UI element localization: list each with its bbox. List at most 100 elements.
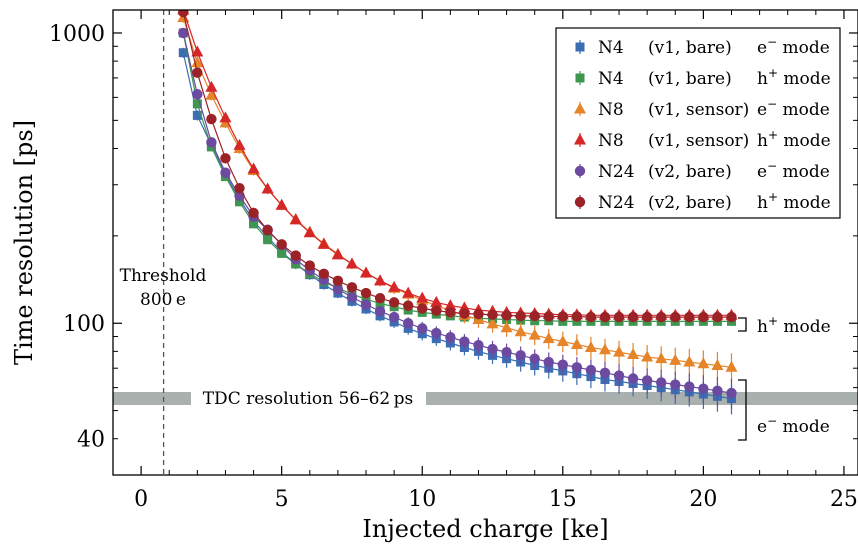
series-1-point (235, 197, 245, 207)
series-3-point (233, 138, 246, 150)
series-5-point (360, 287, 372, 299)
series-5-point (599, 311, 611, 323)
plot-frame (112, 9, 858, 476)
series-2-point (191, 56, 204, 68)
threshold-label-line1: Threshold (120, 266, 207, 286)
legend-mode-sup: − (767, 97, 777, 111)
eminus-bracket (738, 379, 747, 441)
series-4-point (388, 311, 400, 323)
legend-mode-sup: + (768, 66, 778, 80)
series-5-point (304, 260, 315, 271)
series-5-point (726, 311, 737, 323)
legend-entry-5: N24 (v2, bare) h+ mode (574, 190, 831, 213)
legend-version: (v1, bare) (648, 38, 732, 58)
hplus-bracket-label-base: h (757, 317, 768, 337)
series-4-point (206, 137, 217, 148)
series-5-point (656, 311, 667, 323)
legend-mode-letter: e (757, 162, 767, 182)
series-5-point (571, 311, 583, 322)
series-5-point (290, 250, 301, 261)
series-5-point (276, 239, 287, 250)
legend-mode-suffix: mode (777, 162, 830, 182)
legend-mode-sup: − (767, 35, 777, 49)
series-3-point (331, 248, 344, 260)
series-2-point (683, 355, 696, 367)
series-4-point (599, 367, 611, 378)
legend-detector: N8 (598, 131, 624, 151)
legend-detector: N4 (598, 69, 624, 89)
series-5-point (318, 268, 330, 280)
series-5-point (515, 310, 526, 322)
legend-mode-sup: − (767, 159, 777, 173)
series-4-point (402, 318, 414, 329)
series-2-point (725, 360, 738, 372)
legend-entry-3: N8 (v1, sensor) h+ mode (574, 128, 831, 151)
series-3-point (275, 198, 288, 210)
series-4-point (515, 350, 526, 361)
series-3-point (261, 182, 274, 194)
series-5-point (374, 292, 386, 304)
legend-mode-suffix: mode (778, 193, 831, 213)
series-5-point (445, 307, 456, 318)
series-3-point (416, 291, 429, 303)
series-4-point (487, 343, 498, 355)
series-3-point (219, 111, 232, 123)
series-5 (178, 10, 737, 323)
series-2-point (584, 340, 597, 352)
legend-marker (574, 133, 586, 145)
eminus-bracket-label-suffix: mode (777, 417, 830, 437)
series-5-point (487, 309, 498, 320)
series-3-point (289, 213, 302, 225)
series-2-point (486, 317, 499, 329)
legend-entry-0: N4 (v1, bare) e− mode (575, 35, 830, 58)
series-5-point (431, 305, 442, 316)
legend-detector: N8 (598, 100, 624, 120)
series-4-point (417, 323, 428, 334)
legend-mode-letter: e (757, 100, 767, 120)
series-5-point (206, 113, 217, 125)
eminus-bracket-label-base: e (757, 417, 767, 437)
x-tick-label: 10 (408, 487, 436, 512)
series-4-point (571, 362, 583, 373)
series-4-point (360, 299, 372, 310)
series-2-point (570, 337, 583, 349)
legend-mode-letter: h (757, 69, 768, 89)
legend-mode: h+ mode (757, 190, 831, 213)
series-4-point (585, 364, 597, 376)
hplus-bracket-label-suffix: mode (778, 317, 831, 337)
series-4-point (670, 379, 681, 390)
series-5-point (585, 311, 597, 323)
legend-version: (v2, bare) (648, 162, 732, 182)
series-3-point (247, 162, 260, 174)
legend-mode-suffix: mode (777, 38, 830, 58)
series-2-point (542, 332, 555, 344)
series-5-point (346, 282, 358, 293)
series-5-point (684, 311, 695, 323)
series-5-line (182, 11, 732, 318)
series-5-point (529, 310, 540, 322)
series-0-point (178, 48, 188, 58)
legend-mode: e− mode (757, 159, 830, 182)
series-5-point (234, 182, 245, 194)
series-5-point (698, 311, 709, 323)
series-4-point (501, 346, 512, 358)
series-1-point (249, 219, 259, 229)
series-4-point (445, 332, 456, 343)
series-4-point (220, 167, 231, 178)
series-2-point (556, 335, 569, 347)
legend-detector: N24 (598, 193, 635, 213)
series-4-point (684, 381, 695, 392)
legend-box (555, 27, 841, 219)
x-tick-label: 25 (830, 487, 858, 512)
series-4-point (346, 291, 358, 303)
series-2-point (598, 343, 611, 355)
legend-version: (v1, sensor) (648, 131, 749, 151)
legend-mode-suffix: mode (777, 100, 830, 120)
x-tick-label: 15 (549, 487, 577, 512)
series-5-point (262, 225, 273, 236)
legend-marker (574, 102, 586, 114)
y-tick-label: 40 (77, 428, 105, 453)
series-4-point (431, 327, 442, 339)
series-5-point (641, 311, 653, 323)
